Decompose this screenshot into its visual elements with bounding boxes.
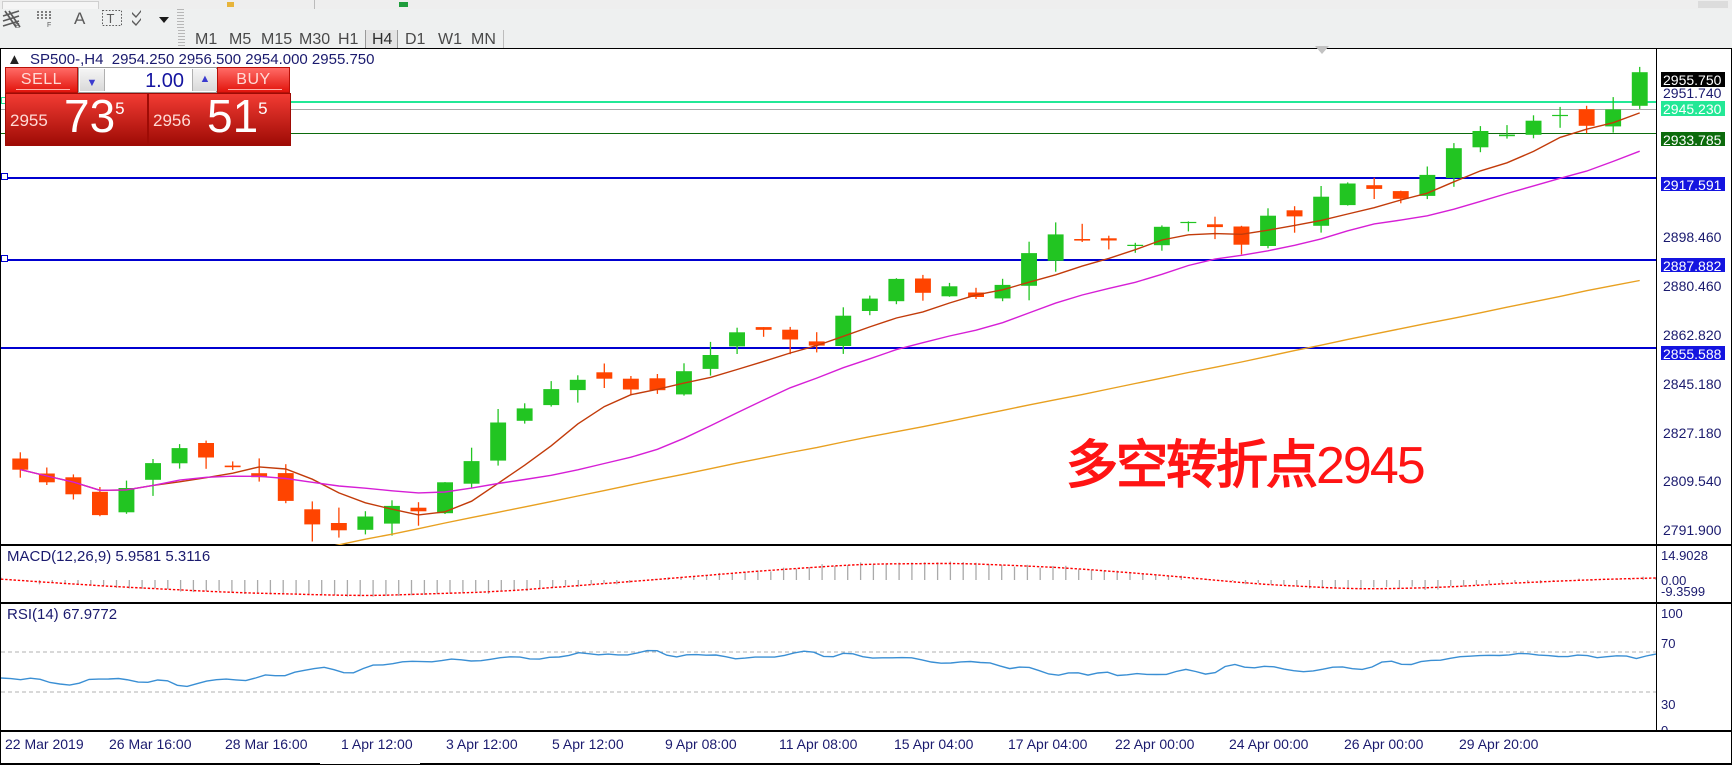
svg-text:T: T <box>107 11 115 26</box>
svg-text:E: E <box>15 23 20 29</box>
svg-text:F: F <box>47 22 51 28</box>
